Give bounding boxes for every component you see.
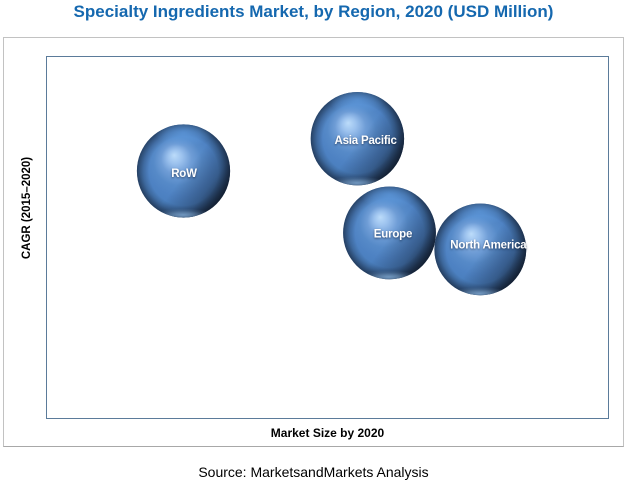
svg-text:Europe: Europe — [374, 229, 412, 241]
svg-text:North America: North America — [450, 240, 527, 252]
svg-text:RoW: RoW — [171, 168, 197, 180]
svg-text:Asia Pacific: Asia Pacific — [335, 135, 398, 147]
